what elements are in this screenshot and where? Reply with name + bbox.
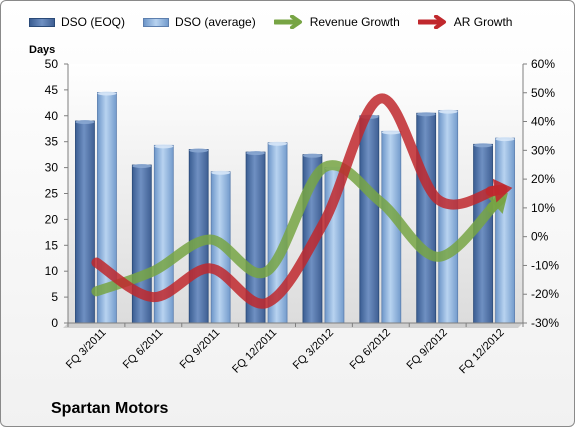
series-line-ar-growth xyxy=(91,93,500,309)
y-tick-label-left: 45 xyxy=(45,83,59,97)
y-tick-label-left: 30 xyxy=(45,161,59,175)
legend-item-dso-average: DSO (average) xyxy=(143,15,256,29)
y-tick-label-right: 60% xyxy=(531,57,555,71)
company-name: Spartan Motors xyxy=(51,400,169,417)
x-tick-label: FQ 12/2011 xyxy=(230,327,279,376)
series-line-revenue-growth xyxy=(91,160,500,297)
y-tick-label-left: 20 xyxy=(45,212,59,226)
legend-label-revenue-growth: Revenue Growth xyxy=(309,15,400,29)
y-tick-label-left: 35 xyxy=(45,135,59,149)
legend-swatch-dso-average xyxy=(143,17,170,27)
legend-label-dso-eoq: DSO (EOQ) xyxy=(61,15,126,29)
y-tick-label-left: 25 xyxy=(45,187,59,201)
y-tick-label-right: -20% xyxy=(531,287,559,301)
legend-label-ar-growth: AR Growth xyxy=(453,15,513,29)
legend-item-revenue-growth: Revenue Growth xyxy=(273,15,400,29)
bar-cap xyxy=(211,170,231,175)
legend-swatch-dso-eoq xyxy=(29,17,55,27)
bar-cap xyxy=(97,91,117,96)
bar-cap xyxy=(246,151,266,156)
y-tick-label-left: 15 xyxy=(45,238,59,252)
legend-item-ar-growth: AR Growth xyxy=(417,15,513,29)
x-tick-label: FQ 3/2011 xyxy=(64,327,109,372)
arrowhead-revenue-growth xyxy=(486,192,508,214)
bar-cap xyxy=(381,130,401,135)
y-tick-label-right: 30% xyxy=(531,143,555,157)
y-tick-label-right: -30% xyxy=(531,316,559,330)
y-tick-label-right: 40% xyxy=(531,115,555,129)
y-tick-label-right: -10% xyxy=(531,258,559,272)
bar-cap xyxy=(189,148,209,153)
bar-cap xyxy=(154,144,174,149)
bar-dso-eoq xyxy=(75,120,95,324)
y-tick-label-left: 40 xyxy=(45,109,59,123)
bar-cap xyxy=(416,112,436,117)
bar-cap xyxy=(438,109,458,114)
bar-dso-eoq xyxy=(416,112,437,324)
arrowhead-ar-growth xyxy=(492,178,513,203)
chart-legend: DSO (EOQ) DSO (average) Revenue Growth A… xyxy=(29,15,530,29)
legend-item-dso-eoq: DSO (EOQ) xyxy=(29,15,125,29)
legend-label-dso-average: DSO (average) xyxy=(175,15,256,29)
y-tick-label-left: 50 xyxy=(45,57,59,71)
x-tick-label: FQ 6/2011 xyxy=(121,327,166,372)
y-tick-label-right: 50% xyxy=(531,86,555,100)
bar-cap xyxy=(473,143,493,148)
left-axis-title: Days xyxy=(29,44,55,56)
bar-dso-average xyxy=(438,110,459,324)
x-tick-label: FQ 12/2012 xyxy=(457,327,507,377)
bar-cap xyxy=(132,164,152,169)
legend-swatch-ar-growth-arrow-icon xyxy=(417,15,446,29)
y-tick-label-left: 10 xyxy=(45,264,59,278)
legend-swatch-revenue-growth-arrow-icon xyxy=(273,15,302,29)
x-tick-label: FQ 3/2012 xyxy=(291,327,336,372)
y-tick-label-left: 5 xyxy=(51,290,58,304)
x-tick-label: FQ 6/2012 xyxy=(348,327,393,372)
x-tick-label: FQ 9/2012 xyxy=(405,327,450,372)
y-tick-label-right: 20% xyxy=(531,172,555,186)
y-tick-label-right: 10% xyxy=(531,201,555,215)
bar-cap xyxy=(75,119,95,124)
bar-dso-eoq xyxy=(359,115,380,324)
bar-cap xyxy=(268,141,288,146)
bar-cap xyxy=(302,153,322,158)
bar-dso-average xyxy=(495,137,515,324)
x-tick-label: FQ 9/2011 xyxy=(178,327,223,372)
y-tick-label-left: 0 xyxy=(51,316,58,330)
bar-cap xyxy=(495,137,515,142)
plot-floor xyxy=(63,323,523,328)
y-tick-label-right: 0% xyxy=(531,230,549,244)
